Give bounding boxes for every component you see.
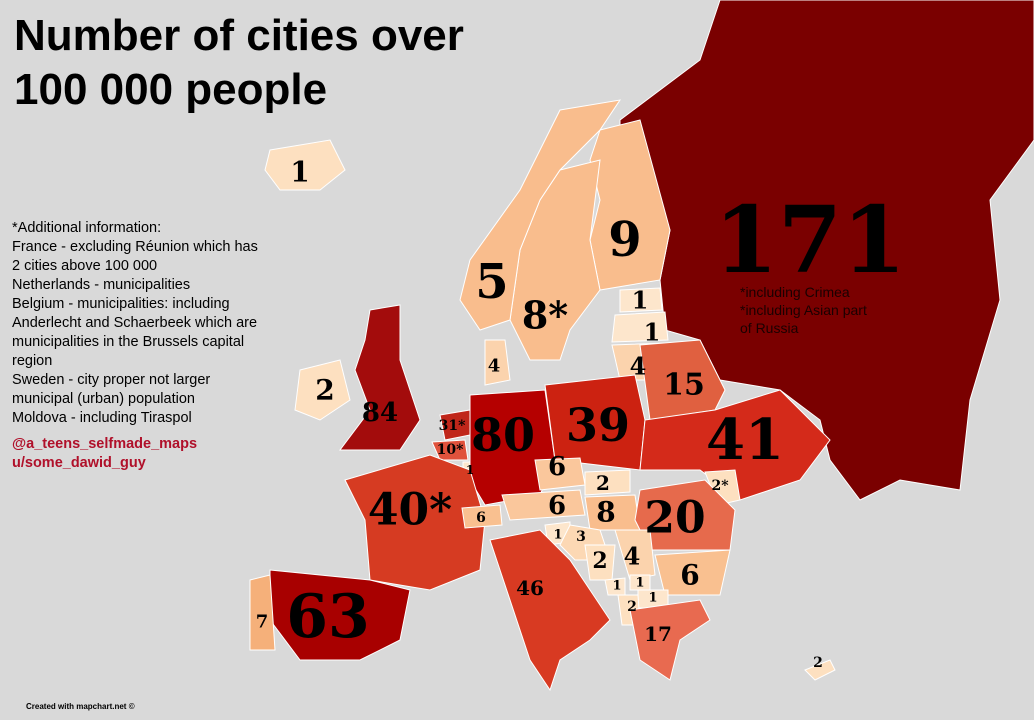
country — [611, 311, 669, 343]
country — [654, 549, 731, 596]
country — [629, 599, 711, 681]
country — [639, 389, 831, 501]
credit: u/some_dawid_guy — [12, 455, 146, 471]
country — [269, 569, 411, 661]
country — [619, 287, 663, 313]
country — [619, 0, 1034, 501]
country-value: 2 — [596, 471, 610, 495]
note: of Russia — [740, 320, 799, 336]
footer: Created with mapchart.net © — [26, 702, 135, 711]
country-value: 2 — [592, 548, 607, 574]
info-line: Belgium - municipalities: including — [12, 296, 230, 312]
country — [344, 454, 486, 591]
country-value: 46 — [516, 576, 544, 600]
country — [339, 304, 421, 451]
country-value: 1 — [466, 463, 474, 477]
country — [489, 529, 611, 692]
credit: @a_teens_selfmade_maps — [12, 436, 197, 452]
country-value: 1 — [635, 576, 644, 591]
country — [249, 574, 276, 651]
country — [804, 659, 836, 681]
country-value: 1 — [644, 318, 661, 347]
country-value: 8* — [522, 293, 568, 338]
info-line: municipal (urban) population — [12, 391, 195, 407]
title: Number of cities over — [14, 11, 464, 60]
country-value: 17 — [644, 622, 672, 646]
country — [431, 439, 469, 461]
country-value: 20 — [644, 493, 705, 544]
info-line: Netherlands - municipalities — [12, 277, 190, 293]
country-value: 1 — [648, 591, 657, 606]
country — [459, 99, 622, 331]
country-value: 7 — [256, 612, 269, 633]
info-line: Sweden - city proper not larger — [12, 372, 210, 388]
country-value: 4 — [488, 356, 501, 377]
country-value: 1 — [290, 156, 309, 189]
country-value: 9 — [608, 212, 641, 268]
info-line: municipalities in the Brussels capital — [12, 334, 244, 350]
country-value: 10* — [437, 442, 464, 458]
country — [461, 504, 503, 529]
country-value: 1 — [612, 579, 621, 594]
country-value: 41 — [706, 407, 784, 473]
country-value: 2* — [711, 478, 729, 494]
country — [501, 489, 586, 521]
country-value: 1 — [632, 286, 649, 315]
country-value: 6 — [548, 491, 566, 521]
country-value: 80 — [471, 408, 535, 462]
country-value: 39 — [566, 398, 630, 452]
country-value: 1 — [553, 528, 562, 543]
country-value: 6 — [548, 452, 566, 482]
country-value: 4 — [624, 542, 641, 571]
country-value: 40* — [368, 485, 452, 536]
country — [264, 139, 346, 191]
country-value: 3 — [576, 529, 586, 545]
country-value: 15 — [663, 368, 705, 403]
country-value: 2 — [813, 655, 823, 671]
country-value: 2 — [627, 599, 637, 615]
country-value: 84 — [362, 398, 398, 428]
info-line: 2 cities above 100 000 — [12, 258, 157, 274]
country-value: 5 — [475, 254, 508, 310]
country — [614, 529, 656, 581]
note: *including Crimea — [740, 284, 850, 300]
country-value: 8 — [596, 496, 615, 529]
country — [294, 359, 351, 421]
title: 100 000 people — [14, 65, 327, 114]
country-value: 6 — [476, 510, 486, 526]
note: *including Asian part — [740, 302, 867, 318]
country-value: 63 — [286, 582, 370, 652]
country — [639, 339, 726, 421]
country-value: 171 — [714, 186, 906, 294]
country-value: 4 — [630, 352, 647, 381]
country — [484, 339, 511, 386]
info-line: *Additional information: — [12, 220, 161, 236]
country — [584, 469, 631, 496]
country-value: 31* — [439, 418, 466, 434]
country-value: 6 — [680, 559, 699, 592]
info-line: Moldova - including Tiraspol — [12, 410, 192, 426]
info-line: Anderlecht and Schaerbeek which are — [12, 315, 257, 331]
info-line: France - excluding Réunion which has — [12, 239, 258, 255]
info-line: region — [12, 353, 52, 369]
country-value: 2 — [315, 374, 334, 407]
